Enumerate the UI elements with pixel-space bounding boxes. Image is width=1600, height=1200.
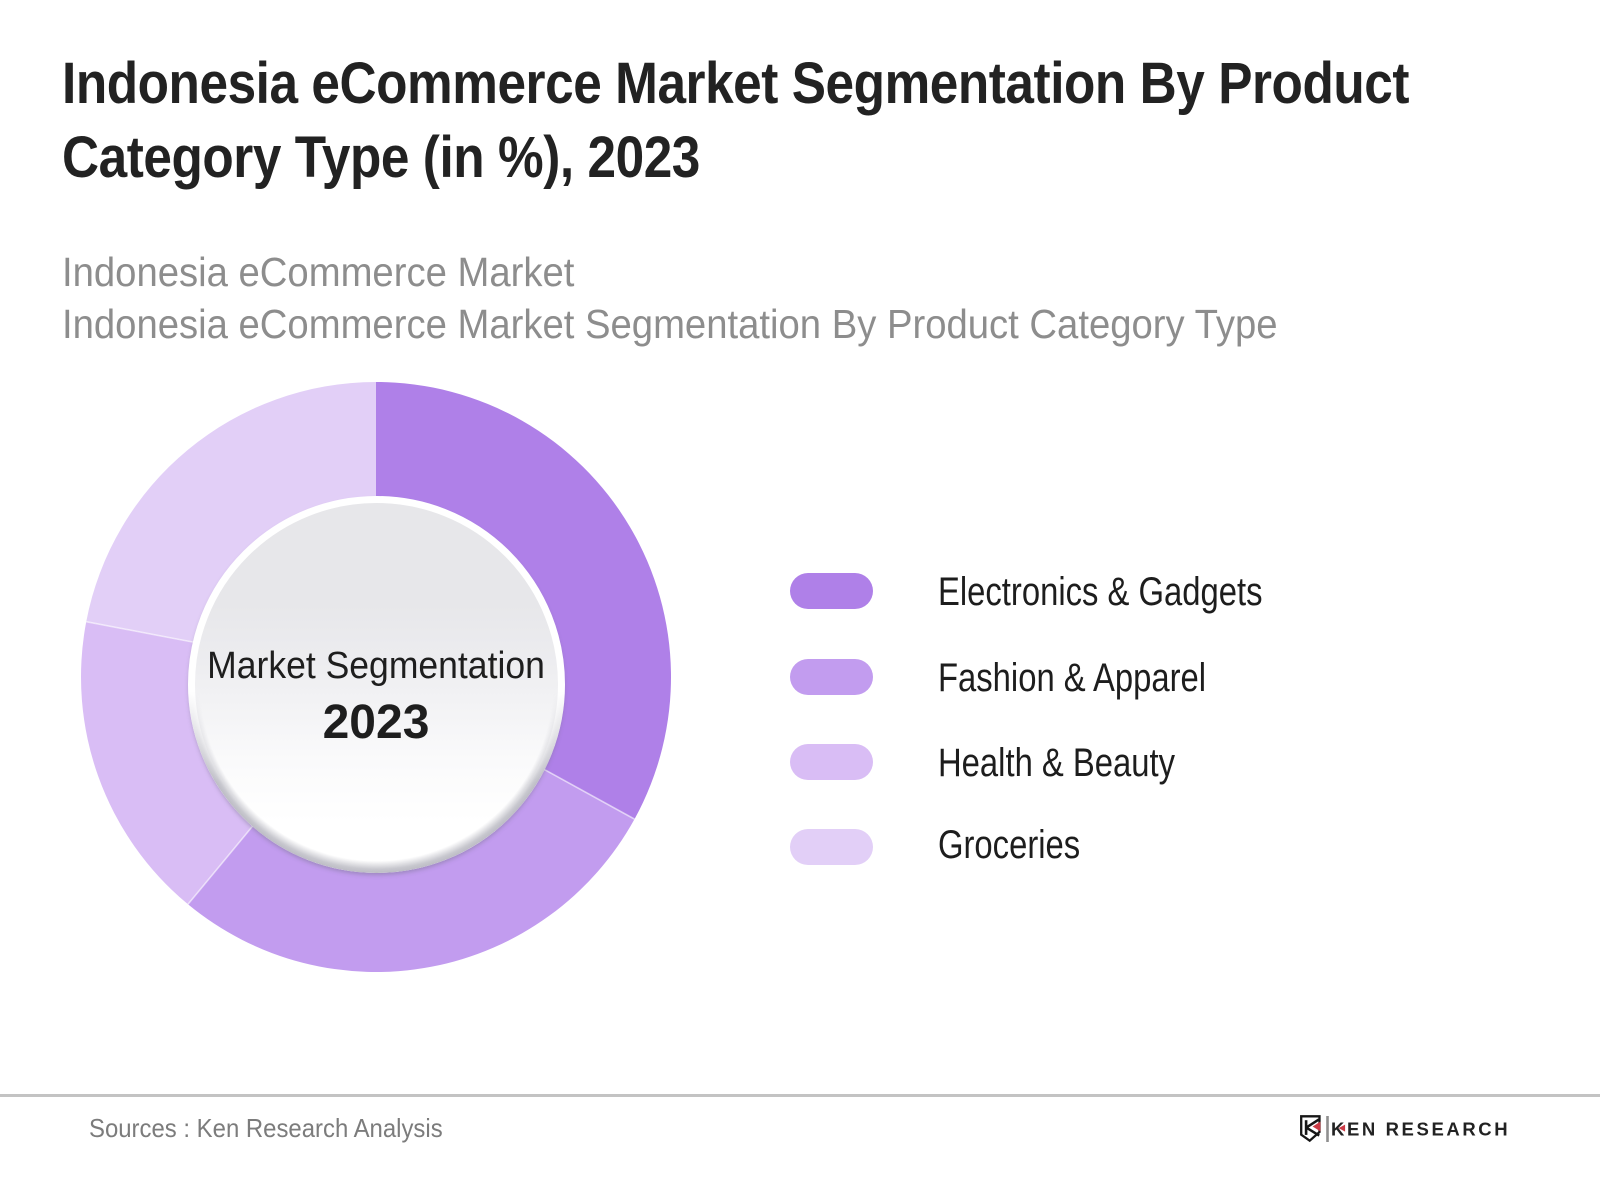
svg-text:KEN RESEARCH: KEN RESEARCH — [1331, 1119, 1510, 1140]
